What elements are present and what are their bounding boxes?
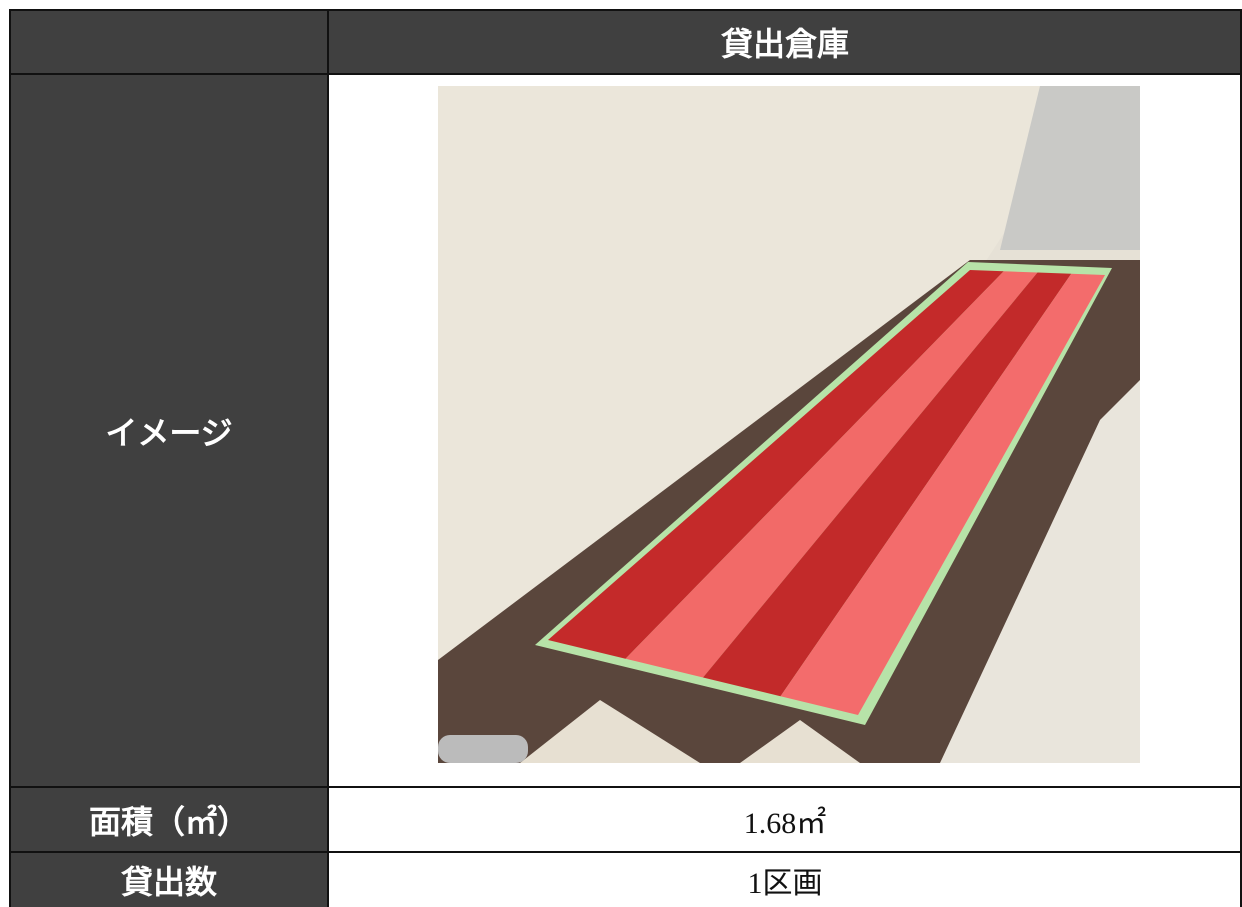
row-label: イメージ <box>10 74 328 787</box>
row-label: 面積（㎡） <box>10 787 328 852</box>
border <box>10 786 1242 788</box>
header-corner <box>10 10 328 74</box>
row-value: 1区画 <box>328 852 1242 907</box>
border <box>10 73 1242 75</box>
image-cell <box>328 74 1242 787</box>
border <box>10 9 1242 11</box>
border <box>327 9 329 907</box>
row-label: 貸出数 <box>10 852 328 907</box>
header-title: 貸出倉庫 <box>328 10 1242 74</box>
border <box>1240 9 1242 907</box>
border <box>10 851 1242 853</box>
row-value: 1.68㎡ <box>328 787 1242 852</box>
border <box>9 9 11 907</box>
photo <box>438 86 1140 763</box>
